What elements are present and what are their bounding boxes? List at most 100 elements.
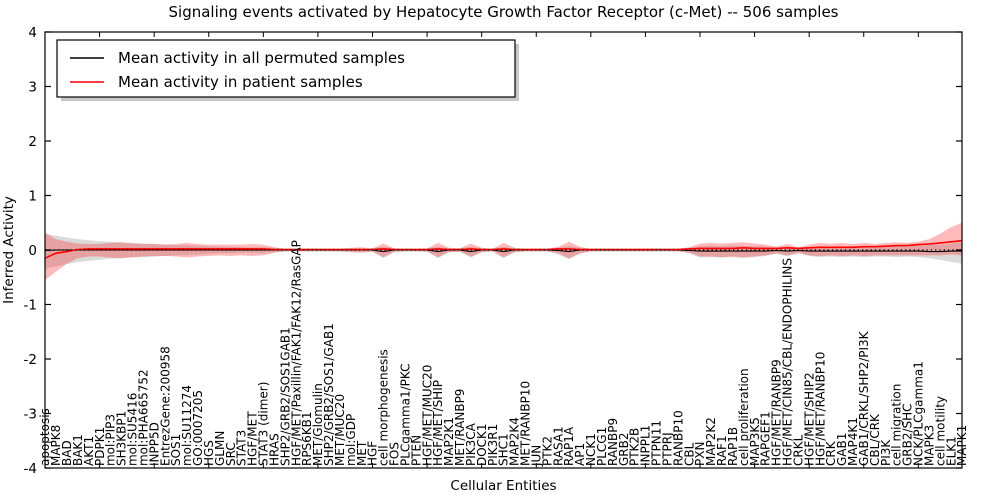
legend-label: Mean activity in patient samples	[118, 73, 363, 91]
svg-text:PTPN11: PTPN11	[650, 420, 664, 466]
svg-text:GAB1/CRKL/SHP2/PI3K: GAB1/CRKL/SHP2/PI3K	[857, 330, 871, 466]
svg-text:HGF/MET/CIN85/CBL/ENDOPHILINS: HGF/MET/CIN85/CBL/ENDOPHILINS	[781, 258, 795, 466]
x-axis-label: Cellular Entities	[450, 478, 556, 494]
legend-box	[56, 39, 516, 98]
svg-text:MET/RANBP9: MET/RANBP9	[453, 389, 467, 466]
legend-label: Mean activity in all permuted samples	[118, 49, 405, 67]
svg-text:PIK3CA: PIK3CA	[464, 422, 478, 466]
svg-text:CBL: CBL	[682, 442, 696, 466]
svg-text:SHP2/GRB2/SOS1GAB1: SHP2/GRB2/SOS1GAB1	[278, 327, 292, 466]
svg-text:MET/RANBP10: MET/RANBP10	[519, 381, 533, 466]
svg-text:GRB2: GRB2	[617, 432, 631, 466]
svg-text:MAP2K1: MAP2K1	[442, 417, 456, 466]
svg-text:JUN: JUN	[529, 445, 543, 467]
svg-text:RASA1: RASA1	[551, 426, 565, 466]
svg-text:cell migration: cell migration	[890, 384, 904, 466]
svg-text:STAT3 (dimer): STAT3 (dimer)	[257, 382, 271, 466]
chart-title: Signaling events activated by Hepatocyte…	[169, 3, 839, 21]
svg-text:RAP1A: RAP1A	[562, 426, 576, 466]
svg-text:4: 4	[28, 25, 37, 41]
svg-text:INPPL1: INPPL1	[639, 425, 653, 466]
svg-text:AKT1: AKT1	[82, 436, 96, 466]
patient-mean-line	[44, 239, 963, 259]
svg-text:SHP2/GRB2/SOS1/GAB1: SHP2/GRB2/SOS1/GAB1	[322, 323, 336, 466]
svg-text:HGF/MET/RANBP10: HGF/MET/RANBP10	[813, 352, 827, 466]
svg-text:FOS: FOS	[388, 442, 402, 466]
svg-text:EntrezGene:200958: EntrezGene:200958	[158, 346, 172, 466]
svg-text:RPS6KB1: RPS6KB1	[300, 411, 314, 466]
svg-text:GAB1: GAB1	[835, 433, 849, 466]
svg-text:-3: -3	[24, 406, 37, 422]
x-ticks	[44, 32, 919, 468]
svg-text:GLMN: GLMN	[213, 431, 227, 466]
svg-text:RAF1: RAF1	[715, 435, 729, 466]
svg-text:MET: MET	[355, 440, 369, 466]
svg-text:HGS: HGS	[202, 440, 216, 466]
svg-text:mol:SU5416: mol:SU5416	[126, 393, 140, 466]
legend: Mean activity in all permuted samples Mea…	[56, 39, 519, 101]
svg-text:mol:PIP3: mol:PIP3	[104, 414, 118, 466]
svg-text:GRB2/SHC: GRB2/SHC	[901, 403, 915, 466]
svg-text:PLCgamma1/PKC: PLCgamma1/PKC	[398, 363, 412, 466]
svg-text:RAPGEF1: RAPGEF1	[759, 411, 773, 466]
svg-text:BAD: BAD	[60, 440, 74, 466]
svg-text:HGF/MET/SHIP2: HGF/MET/SHIP2	[802, 372, 816, 466]
svg-text:mol:PHA665752: mol:PHA665752	[136, 369, 150, 466]
svg-text:MAPK3: MAPK3	[922, 425, 936, 466]
y-ticks: -4 -3 -2 -1 0 1 2 3 4	[24, 25, 962, 477]
svg-text:MET/Glomulin: MET/Glomulin	[311, 383, 325, 466]
svg-text:cell proliferation: cell proliferation	[737, 368, 751, 466]
svg-text:SOS1: SOS1	[169, 434, 183, 466]
svg-text:PTK2: PTK2	[540, 436, 554, 466]
svg-text:cell morphogenesis: cell morphogenesis	[377, 349, 391, 466]
svg-text:HGF: HGF	[366, 441, 380, 466]
svg-text:mol:GDP: mol:GDP	[344, 414, 358, 466]
svg-text:HGF/MET/RANBP9: HGF/MET/RANBP9	[770, 359, 784, 466]
svg-text:RANBP9: RANBP9	[606, 418, 620, 466]
svg-text:SH3KBP1: SH3KBP1	[115, 411, 129, 466]
svg-text:SHC1: SHC1	[497, 433, 511, 466]
svg-text:RANBP10: RANBP10	[671, 410, 685, 466]
svg-text:RAP1B: RAP1B	[726, 427, 740, 466]
svg-text:MAPK8: MAPK8	[49, 425, 63, 466]
svg-text:CRKL: CRKL	[791, 434, 805, 466]
svg-text:PIK3R1: PIK3R1	[486, 424, 500, 466]
y-axis-label: Inferred Activity	[1, 196, 17, 304]
svg-text:3: 3	[28, 79, 37, 95]
svg-text:MAP4K1: MAP4K1	[846, 417, 860, 466]
svg-text:GO:0007205: GO:0007205	[191, 390, 205, 466]
svg-text:SRC: SRC	[224, 442, 238, 466]
svg-text:PTPRJ: PTPRJ	[660, 432, 674, 466]
svg-text:0: 0	[28, 243, 37, 259]
svg-text:HGF/MET/MUC20: HGF/MET/MUC20	[420, 365, 434, 466]
svg-text:NCK1: NCK1	[584, 433, 598, 466]
svg-text:mol:SU11274: mol:SU11274	[180, 385, 194, 466]
svg-text:AP1: AP1	[573, 443, 587, 466]
permuted-mean-line	[44, 249, 962, 253]
svg-text:cell motility: cell motility	[933, 396, 947, 466]
svg-text:MAP2K2: MAP2K2	[704, 417, 718, 466]
svg-text:CRK: CRK	[824, 440, 838, 466]
svg-text:2: 2	[28, 134, 37, 150]
svg-text:-2: -2	[24, 352, 37, 368]
svg-text:BAK1: BAK1	[71, 434, 85, 466]
svg-text:STAT3: STAT3	[235, 430, 249, 466]
svg-text:MAP2K4: MAP2K4	[508, 417, 522, 466]
svg-text:MAP3K5: MAP3K5	[748, 417, 762, 466]
svg-text:PLCG1: PLCG1	[595, 427, 609, 466]
svg-text:1: 1	[28, 188, 37, 204]
svg-text:DOCK1: DOCK1	[475, 423, 489, 466]
svg-text:INPP5D: INPP5D	[147, 422, 161, 466]
svg-text:ELK1: ELK1	[944, 436, 958, 466]
svg-text:-4: -4	[24, 461, 37, 477]
svg-text:PDPK1: PDPK1	[93, 427, 107, 466]
svg-text:PXN: PXN	[693, 442, 707, 466]
svg-text:HGF/MET/SHIP: HGF/MET/SHIP	[431, 380, 445, 466]
svg-text:HGF/MET: HGF/MET	[246, 411, 260, 466]
x-tick-labels: apoptosisMAPK8BADBAK1AKT1PDPK1mol:PIP3SH…	[38, 240, 969, 467]
svg-text:NCK/PLCgamma1: NCK/PLCgamma1	[912, 361, 926, 466]
svg-text:PTK2B: PTK2B	[628, 428, 642, 466]
svg-text:CBL/CRK: CBL/CRK	[868, 413, 882, 466]
